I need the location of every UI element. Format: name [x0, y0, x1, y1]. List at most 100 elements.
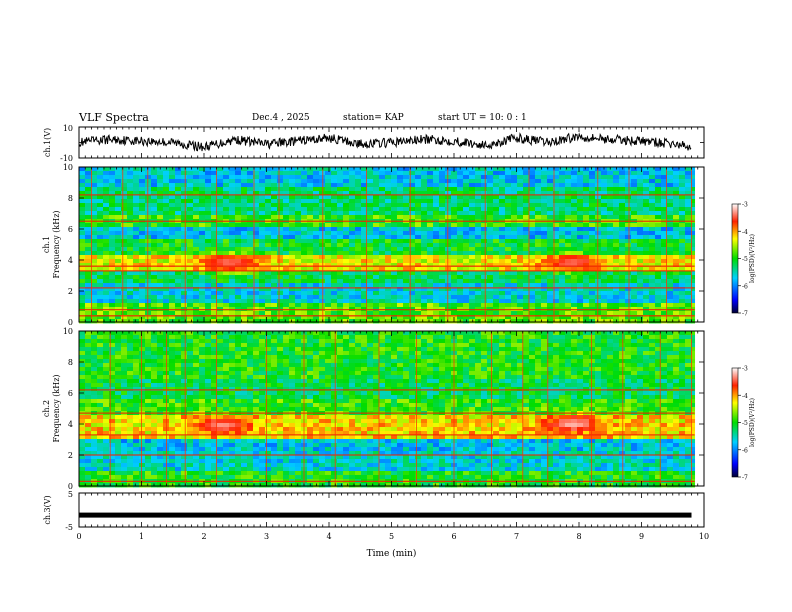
spectrogram-cell [631, 275, 638, 280]
spectrogram-cell [223, 287, 230, 292]
spectrogram-cell [667, 231, 674, 236]
spectrogram-cell [661, 211, 668, 216]
spectrogram-cell [211, 239, 218, 244]
spectrogram-cell [481, 347, 488, 352]
spectrogram-cell [463, 191, 470, 196]
spectrogram-cell [517, 215, 524, 220]
spectrogram-cell [577, 247, 584, 252]
spectrogram-cell [433, 319, 440, 324]
spectrogram-cell [517, 255, 524, 260]
spectrogram-cell [163, 223, 170, 228]
spectrogram-cell [373, 259, 380, 264]
spectrogram-cell [487, 315, 494, 320]
spectrogram-cell [115, 227, 122, 232]
spectrogram-cell [649, 191, 656, 196]
spectrogram-cell [199, 299, 206, 304]
spectrogram-cell [577, 255, 584, 260]
spectrogram-cell [661, 239, 668, 244]
spectrogram-cell [487, 171, 494, 176]
spectrogram-cell [259, 231, 266, 236]
spectrogram-cell [445, 343, 452, 348]
spectrogram-cell [517, 223, 524, 228]
spectrogram-cell [151, 211, 158, 216]
spectrogram-cell [121, 251, 128, 256]
spectrogram-cell [157, 227, 164, 232]
spectrogram-cell [247, 263, 254, 268]
spectrogram-cell [493, 203, 500, 208]
spectrogram-cell [409, 187, 416, 192]
spectrogram-cell [109, 287, 116, 292]
spectrogram-cell [409, 343, 416, 348]
spectrogram-cell [229, 243, 236, 248]
spectrogram-cell [79, 195, 86, 200]
spectrogram-cell [205, 291, 212, 296]
spectrogram-cell [367, 271, 374, 276]
spectrogram-cell [673, 331, 680, 336]
spectrogram-cell [283, 283, 290, 288]
spectrogram-cell [613, 239, 620, 244]
spectrogram-cell [637, 251, 644, 256]
spectrogram-cell [259, 183, 266, 188]
spectrogram-cell [193, 175, 200, 180]
spectrogram-cell [97, 187, 104, 192]
spectrogram-cell [415, 331, 422, 336]
spectrogram-cell [337, 203, 344, 208]
spectrogram-cell [211, 199, 218, 204]
spectrogram-cell [553, 211, 560, 216]
spectrogram-cell [397, 187, 404, 192]
spectrogram-cell [595, 339, 602, 344]
spectrogram-cell [85, 235, 92, 240]
spectrogram-cell [343, 183, 350, 188]
spectrogram-cell [397, 167, 404, 172]
spectrogram-cell [679, 227, 686, 232]
spectrogram-cell [325, 207, 332, 212]
spectrogram-cell [241, 319, 248, 324]
spectrogram-cell [175, 235, 182, 240]
spectrogram-cell [451, 235, 458, 240]
spectrogram-cell [517, 191, 524, 196]
spectrogram-cell [313, 207, 320, 212]
spectrogram-cell [511, 207, 518, 212]
spectrogram-cell [385, 311, 392, 316]
spectrogram-cell [181, 179, 188, 184]
spectrogram-cell [355, 179, 362, 184]
spectrogram-cell [391, 251, 398, 256]
spectrogram-cell [403, 175, 410, 180]
spectrogram-cell [109, 203, 116, 208]
spectrogram-cell [373, 179, 380, 184]
spectrogram-cell [685, 223, 692, 228]
spectrogram-cell [103, 331, 110, 336]
spectrogram-cell [553, 263, 560, 268]
spectrogram-cell [667, 275, 674, 280]
spectrogram-cell [223, 283, 230, 288]
spectrogram-cell [121, 291, 128, 296]
spectrogram-cell [673, 231, 680, 236]
spectrogram-cell [553, 299, 560, 304]
spectrogram-cell [181, 167, 188, 172]
spectrogram-cell [451, 299, 458, 304]
spectrogram-cell [589, 319, 596, 324]
spectrogram-cell [679, 203, 686, 208]
spectrogram-cell [451, 291, 458, 296]
spectrogram-cell [541, 343, 548, 348]
spectrogram-cell [625, 179, 632, 184]
spectrogram-cell [277, 215, 284, 220]
spectrogram-cell [97, 267, 104, 272]
spectrogram-cell [469, 199, 476, 204]
spectrogram-cell [421, 199, 428, 204]
spectrogram-cell [403, 195, 410, 200]
spectrogram-cell [175, 343, 182, 348]
spectrogram-cell [121, 263, 128, 268]
spectrogram-cell [85, 179, 92, 184]
spectrogram-cell [205, 267, 212, 272]
spectrogram-cell [391, 207, 398, 212]
spectrogram-cell [487, 167, 494, 172]
spectrogram-cell [505, 347, 512, 352]
spectrogram-cell [667, 191, 674, 196]
spectrogram-cell [217, 183, 224, 188]
spectrogram-cell [655, 223, 662, 228]
spectrogram-cell [175, 247, 182, 252]
spectrogram-cell [397, 223, 404, 228]
spectrogram-cell [571, 207, 578, 212]
spectrogram-cell [535, 195, 542, 200]
